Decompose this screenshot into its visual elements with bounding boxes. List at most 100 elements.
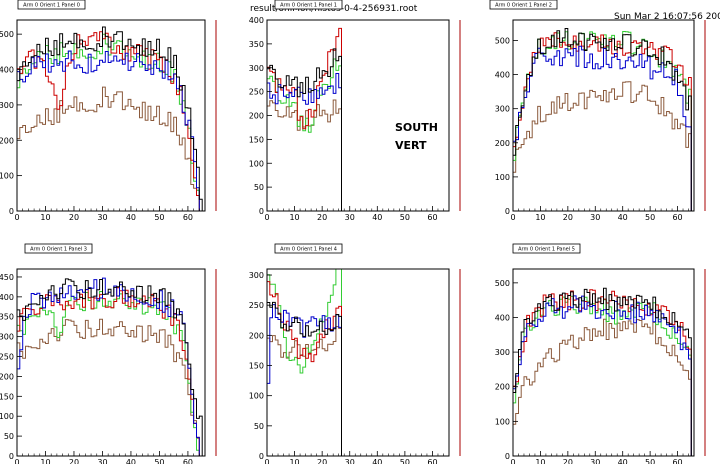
y-tick-label: 500 — [495, 36, 510, 45]
x-tick-label: 10 — [535, 458, 545, 464]
panel-title-box — [489, 0, 558, 10]
x-tick-label: 20 — [317, 458, 327, 464]
y-tick-label: 300 — [249, 64, 264, 73]
x-tick-label: 60 — [672, 213, 682, 222]
y-tick-label: 300 — [0, 101, 14, 110]
y-tick-label: 500 — [0, 30, 14, 39]
panel-title: Arm 0 Orient 1 Panel 5 — [518, 247, 575, 253]
y-tick-label: 0 — [505, 452, 510, 461]
x-tick-label: 30 — [345, 458, 355, 464]
y-tick-label: 300 — [249, 271, 264, 280]
plot-frame — [512, 268, 695, 457]
y-tick-label: 400 — [249, 16, 264, 25]
x-tick-label: 50 — [400, 458, 410, 464]
x-tick-label: 60 — [427, 458, 437, 464]
series-red — [512, 32, 692, 211]
x-tick-label: 50 — [400, 213, 410, 222]
panel-title-box — [274, 243, 343, 254]
y-tick-label: 200 — [495, 139, 510, 148]
annotation-south: SOUTH — [395, 121, 438, 134]
y-tick-label: 300 — [495, 105, 510, 114]
plot-frame — [16, 268, 206, 457]
x-tick-label: 10 — [289, 213, 299, 222]
y-tick-label: 0 — [9, 207, 14, 216]
y-tick-label: 0 — [505, 207, 510, 216]
x-tick-label: 60 — [183, 213, 193, 222]
x-tick-label: 20 — [563, 458, 573, 464]
plot-panel-4: Arm 0 Orient 1 Panel 4 0 10 20 30 40 50 60 0 50 10… — [249, 243, 461, 464]
y-tick-label: 400 — [495, 71, 510, 80]
series-green — [512, 31, 692, 211]
y-tick-label: 100 — [495, 173, 510, 182]
plot-panel-3: Arm 0 Orient 1 Panel 3 0 10 20 30 40 50 60 0 50 10… — [0, 243, 217, 464]
y-tick-label: 200 — [0, 136, 14, 145]
series-black — [512, 28, 692, 211]
series-brown — [266, 326, 342, 456]
x-tick-label: 10 — [40, 458, 50, 464]
series-black — [16, 278, 203, 456]
x-tick-label: 30 — [97, 458, 107, 464]
y-tick-label: 250 — [0, 353, 14, 362]
y-tick-label: 350 — [0, 313, 14, 322]
y-tick-label: 200 — [495, 383, 510, 392]
series-green — [512, 295, 692, 456]
x-tick-label: 20 — [69, 458, 79, 464]
panel-title: Arm 0 Orient 1 Panel 1 — [280, 3, 337, 9]
panel-title-box — [17, 0, 86, 10]
y-tick-label: 100 — [0, 172, 14, 181]
x-tick-label: 60 — [427, 213, 437, 222]
panel-title: Arm 0 Orient 1 Panel 2 — [495, 3, 552, 9]
y-tick-label: 250 — [249, 301, 264, 310]
y-tick-label: 200 — [249, 112, 264, 121]
timestamp-label: Sun Mar 2 16:07:56 2008 — [614, 12, 720, 22]
x-tick-label: 50 — [645, 213, 655, 222]
x-tick-label: 20 — [563, 213, 573, 222]
y-tick-label: 50 — [4, 432, 14, 441]
plot-frame — [512, 19, 695, 212]
y-tick-label: 200 — [0, 372, 14, 381]
panel-title-box — [24, 243, 93, 254]
y-tick-label: 400 — [0, 66, 14, 75]
series-brown — [512, 318, 692, 456]
plot-panel-5: Arm 0 Orient 1 Panel 5 0 10 20 30 40 50 60 0 100 2… — [495, 243, 706, 464]
y-tick-label: 150 — [0, 392, 14, 401]
x-tick-label: 50 — [645, 458, 655, 464]
y-tick-label: 100 — [249, 392, 264, 401]
y-tick-label: 50 — [254, 183, 264, 192]
series-brown — [16, 86, 200, 211]
y-tick-label: 100 — [0, 412, 14, 421]
series-black — [512, 287, 692, 456]
plot-panel-0: Arm 0 Orient 1 Panel 0 0 10 20 30 40 50 60 0 100 2… — [0, 0, 217, 222]
x-tick-label: 40 — [372, 213, 382, 222]
x-tick-label: 40 — [372, 458, 382, 464]
x-tick-label: 10 — [289, 458, 299, 464]
x-tick-label: 10 — [535, 213, 545, 222]
x-tick-label: 60 — [183, 458, 193, 464]
x-tick-label: 0 — [510, 213, 515, 222]
panel-title-box — [512, 243, 581, 254]
series-brown — [512, 81, 692, 211]
series-blue — [512, 295, 692, 456]
x-tick-label: 60 — [672, 458, 682, 464]
series-black — [266, 301, 342, 456]
y-tick-label: 400 — [0, 293, 14, 302]
y-tick-label: 450 — [0, 273, 14, 282]
x-tick-label: 40 — [126, 213, 136, 222]
panel-title: Arm 0 Orient 1 Panel 4 — [280, 247, 337, 253]
x-tick-label: 40 — [618, 213, 628, 222]
x-tick-label: 0 — [264, 213, 269, 222]
x-tick-label: 10 — [40, 213, 50, 222]
y-tick-label: 150 — [249, 135, 264, 144]
x-tick-label: 40 — [126, 458, 136, 464]
x-tick-label: 30 — [590, 213, 600, 222]
y-tick-label: 0 — [259, 452, 264, 461]
series-blue — [266, 304, 342, 456]
plot-frame — [266, 268, 450, 457]
x-tick-label: 40 — [618, 458, 628, 464]
panel-title-box — [274, 0, 343, 10]
series-black — [16, 26, 203, 211]
series-red — [16, 287, 200, 456]
x-tick-label: 0 — [264, 458, 269, 464]
